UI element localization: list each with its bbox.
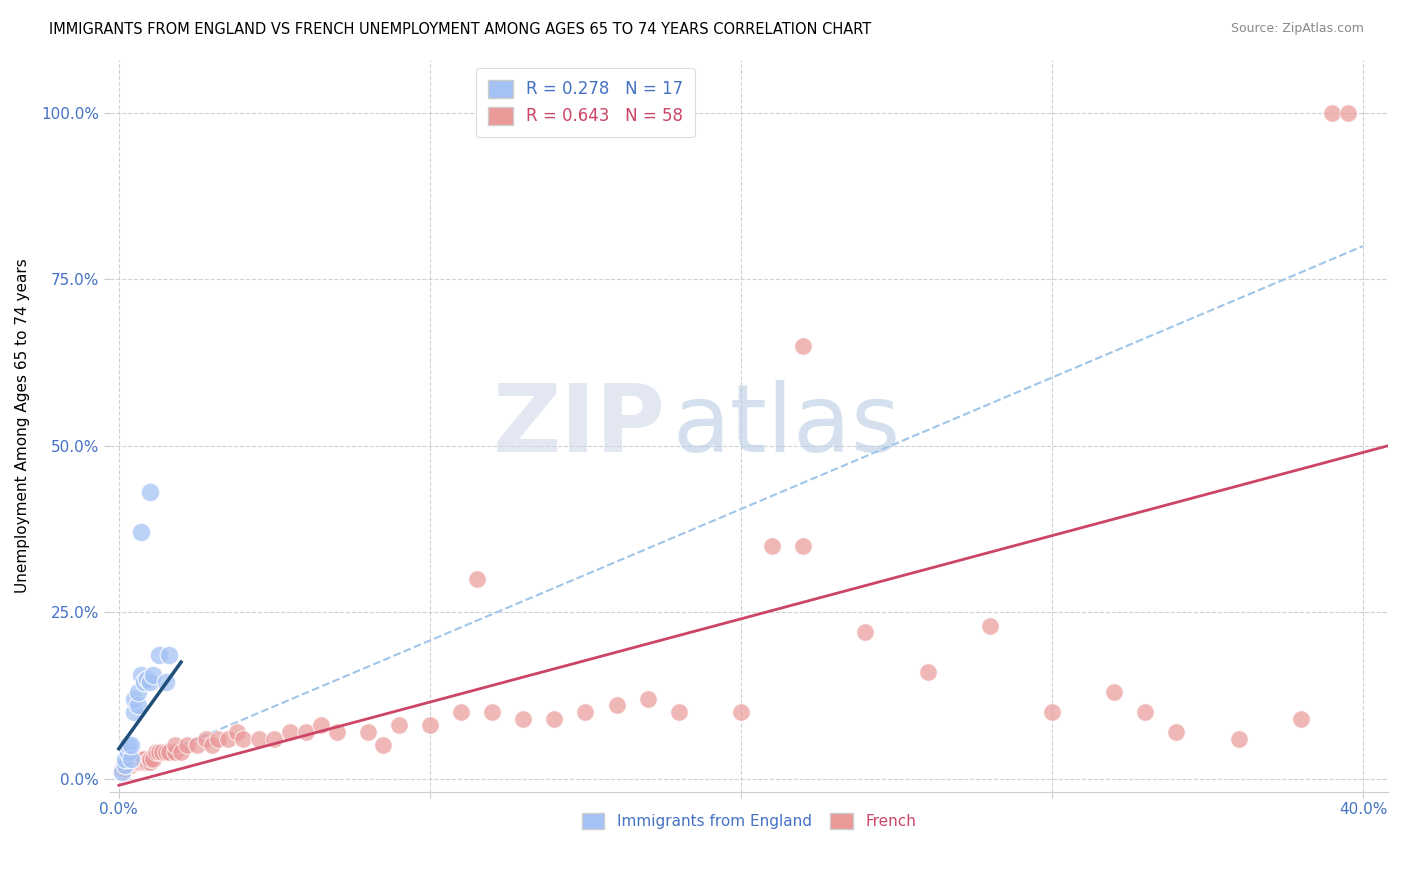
Point bbox=[309, 718, 332, 732]
Point bbox=[114, 762, 136, 776]
Point bbox=[574, 705, 596, 719]
Point bbox=[163, 739, 186, 753]
Point bbox=[1320, 106, 1343, 120]
Point bbox=[263, 731, 285, 746]
Point bbox=[155, 745, 177, 759]
Point bbox=[979, 618, 1001, 632]
Point bbox=[207, 731, 229, 746]
Point bbox=[419, 718, 441, 732]
Point bbox=[148, 648, 170, 663]
Text: atlas: atlas bbox=[672, 380, 900, 472]
Point bbox=[139, 755, 162, 769]
Point bbox=[129, 755, 152, 769]
Point bbox=[1227, 731, 1250, 746]
Point bbox=[668, 705, 690, 719]
Point bbox=[157, 745, 180, 759]
Point bbox=[129, 752, 152, 766]
Point bbox=[388, 718, 411, 732]
Point bbox=[129, 668, 152, 682]
Point bbox=[730, 705, 752, 719]
Point bbox=[1289, 712, 1312, 726]
Point bbox=[145, 745, 167, 759]
Point bbox=[201, 739, 224, 753]
Point bbox=[127, 698, 149, 713]
Point bbox=[194, 731, 217, 746]
Point bbox=[278, 725, 301, 739]
Point bbox=[124, 755, 146, 769]
Point bbox=[124, 691, 146, 706]
Point bbox=[1166, 725, 1188, 739]
Point bbox=[373, 739, 395, 753]
Point bbox=[120, 752, 142, 766]
Point bbox=[294, 725, 316, 739]
Point bbox=[127, 755, 149, 769]
Point bbox=[637, 691, 659, 706]
Text: ZIP: ZIP bbox=[492, 380, 665, 472]
Point bbox=[170, 745, 193, 759]
Point bbox=[127, 685, 149, 699]
Point bbox=[111, 764, 134, 779]
Point bbox=[124, 705, 146, 719]
Point bbox=[357, 725, 380, 739]
Point bbox=[111, 762, 134, 776]
Point bbox=[142, 752, 165, 766]
Point bbox=[1135, 705, 1157, 719]
Point bbox=[1040, 705, 1063, 719]
Point bbox=[139, 485, 162, 500]
Point bbox=[186, 739, 208, 753]
Point bbox=[157, 648, 180, 663]
Point bbox=[481, 705, 503, 719]
Point bbox=[114, 752, 136, 766]
Point bbox=[117, 739, 139, 753]
Point bbox=[117, 758, 139, 772]
Point bbox=[226, 725, 249, 739]
Point bbox=[129, 525, 152, 540]
Point bbox=[325, 725, 347, 739]
Point bbox=[606, 698, 628, 713]
Point bbox=[855, 625, 877, 640]
Point bbox=[117, 752, 139, 766]
Point bbox=[139, 675, 162, 690]
Point bbox=[132, 675, 155, 690]
Point bbox=[163, 745, 186, 759]
Point bbox=[792, 539, 814, 553]
Point bbox=[543, 712, 565, 726]
Point bbox=[135, 755, 157, 769]
Y-axis label: Unemployment Among Ages 65 to 74 years: Unemployment Among Ages 65 to 74 years bbox=[15, 259, 30, 593]
Point bbox=[512, 712, 534, 726]
Point bbox=[761, 539, 783, 553]
Point bbox=[465, 572, 488, 586]
Point bbox=[232, 731, 254, 746]
Point bbox=[247, 731, 270, 746]
Point bbox=[792, 339, 814, 353]
Point bbox=[120, 739, 142, 753]
Point bbox=[450, 705, 472, 719]
Point bbox=[917, 665, 939, 679]
Point bbox=[152, 745, 174, 759]
Point bbox=[127, 752, 149, 766]
Point bbox=[139, 752, 162, 766]
Point bbox=[120, 758, 142, 772]
Point bbox=[132, 755, 155, 769]
Point bbox=[114, 758, 136, 772]
Point bbox=[217, 731, 239, 746]
Point bbox=[1104, 685, 1126, 699]
Point bbox=[132, 752, 155, 766]
Text: Source: ZipAtlas.com: Source: ZipAtlas.com bbox=[1230, 22, 1364, 36]
Point bbox=[117, 745, 139, 759]
Text: IMMIGRANTS FROM ENGLAND VS FRENCH UNEMPLOYMENT AMONG AGES 65 TO 74 YEARS CORRELA: IMMIGRANTS FROM ENGLAND VS FRENCH UNEMPL… bbox=[49, 22, 872, 37]
Point bbox=[135, 672, 157, 686]
Point bbox=[155, 675, 177, 690]
Legend: Immigrants from England, French: Immigrants from England, French bbox=[575, 807, 922, 836]
Point bbox=[120, 752, 142, 766]
Point bbox=[1336, 106, 1358, 120]
Point bbox=[176, 739, 198, 753]
Point bbox=[142, 668, 165, 682]
Point bbox=[148, 745, 170, 759]
